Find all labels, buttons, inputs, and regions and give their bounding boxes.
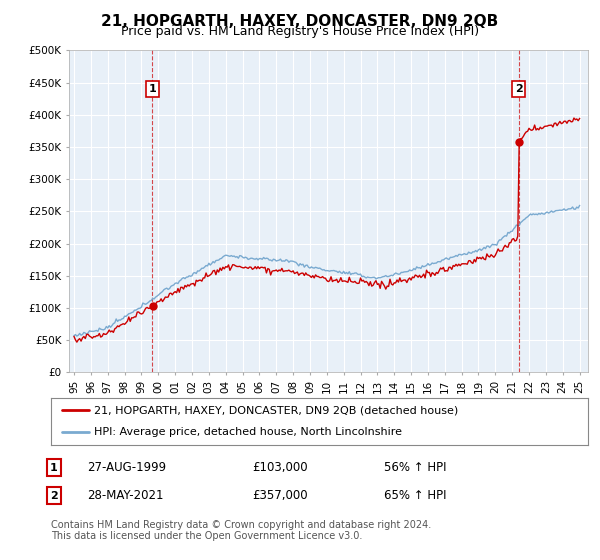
Text: 56% ↑ HPI: 56% ↑ HPI xyxy=(384,461,446,474)
Text: 27-AUG-1999: 27-AUG-1999 xyxy=(87,461,166,474)
Text: Contains HM Land Registry data © Crown copyright and database right 2024.
This d: Contains HM Land Registry data © Crown c… xyxy=(51,520,431,542)
Text: 21, HOPGARTH, HAXEY, DONCASTER, DN9 2QB (detached house): 21, HOPGARTH, HAXEY, DONCASTER, DN9 2QB … xyxy=(94,405,458,416)
Text: £357,000: £357,000 xyxy=(252,489,308,502)
Text: 21, HOPGARTH, HAXEY, DONCASTER, DN9 2QB: 21, HOPGARTH, HAXEY, DONCASTER, DN9 2QB xyxy=(101,14,499,29)
Text: 28-MAY-2021: 28-MAY-2021 xyxy=(87,489,163,502)
Text: Price paid vs. HM Land Registry's House Price Index (HPI): Price paid vs. HM Land Registry's House … xyxy=(121,25,479,38)
Text: 2: 2 xyxy=(50,491,58,501)
Text: 1: 1 xyxy=(149,84,156,94)
Text: HPI: Average price, detached house, North Lincolnshire: HPI: Average price, detached house, Nort… xyxy=(94,427,402,437)
Text: £103,000: £103,000 xyxy=(252,461,308,474)
Text: 1: 1 xyxy=(50,463,58,473)
Text: 2: 2 xyxy=(515,84,523,94)
Text: 65% ↑ HPI: 65% ↑ HPI xyxy=(384,489,446,502)
